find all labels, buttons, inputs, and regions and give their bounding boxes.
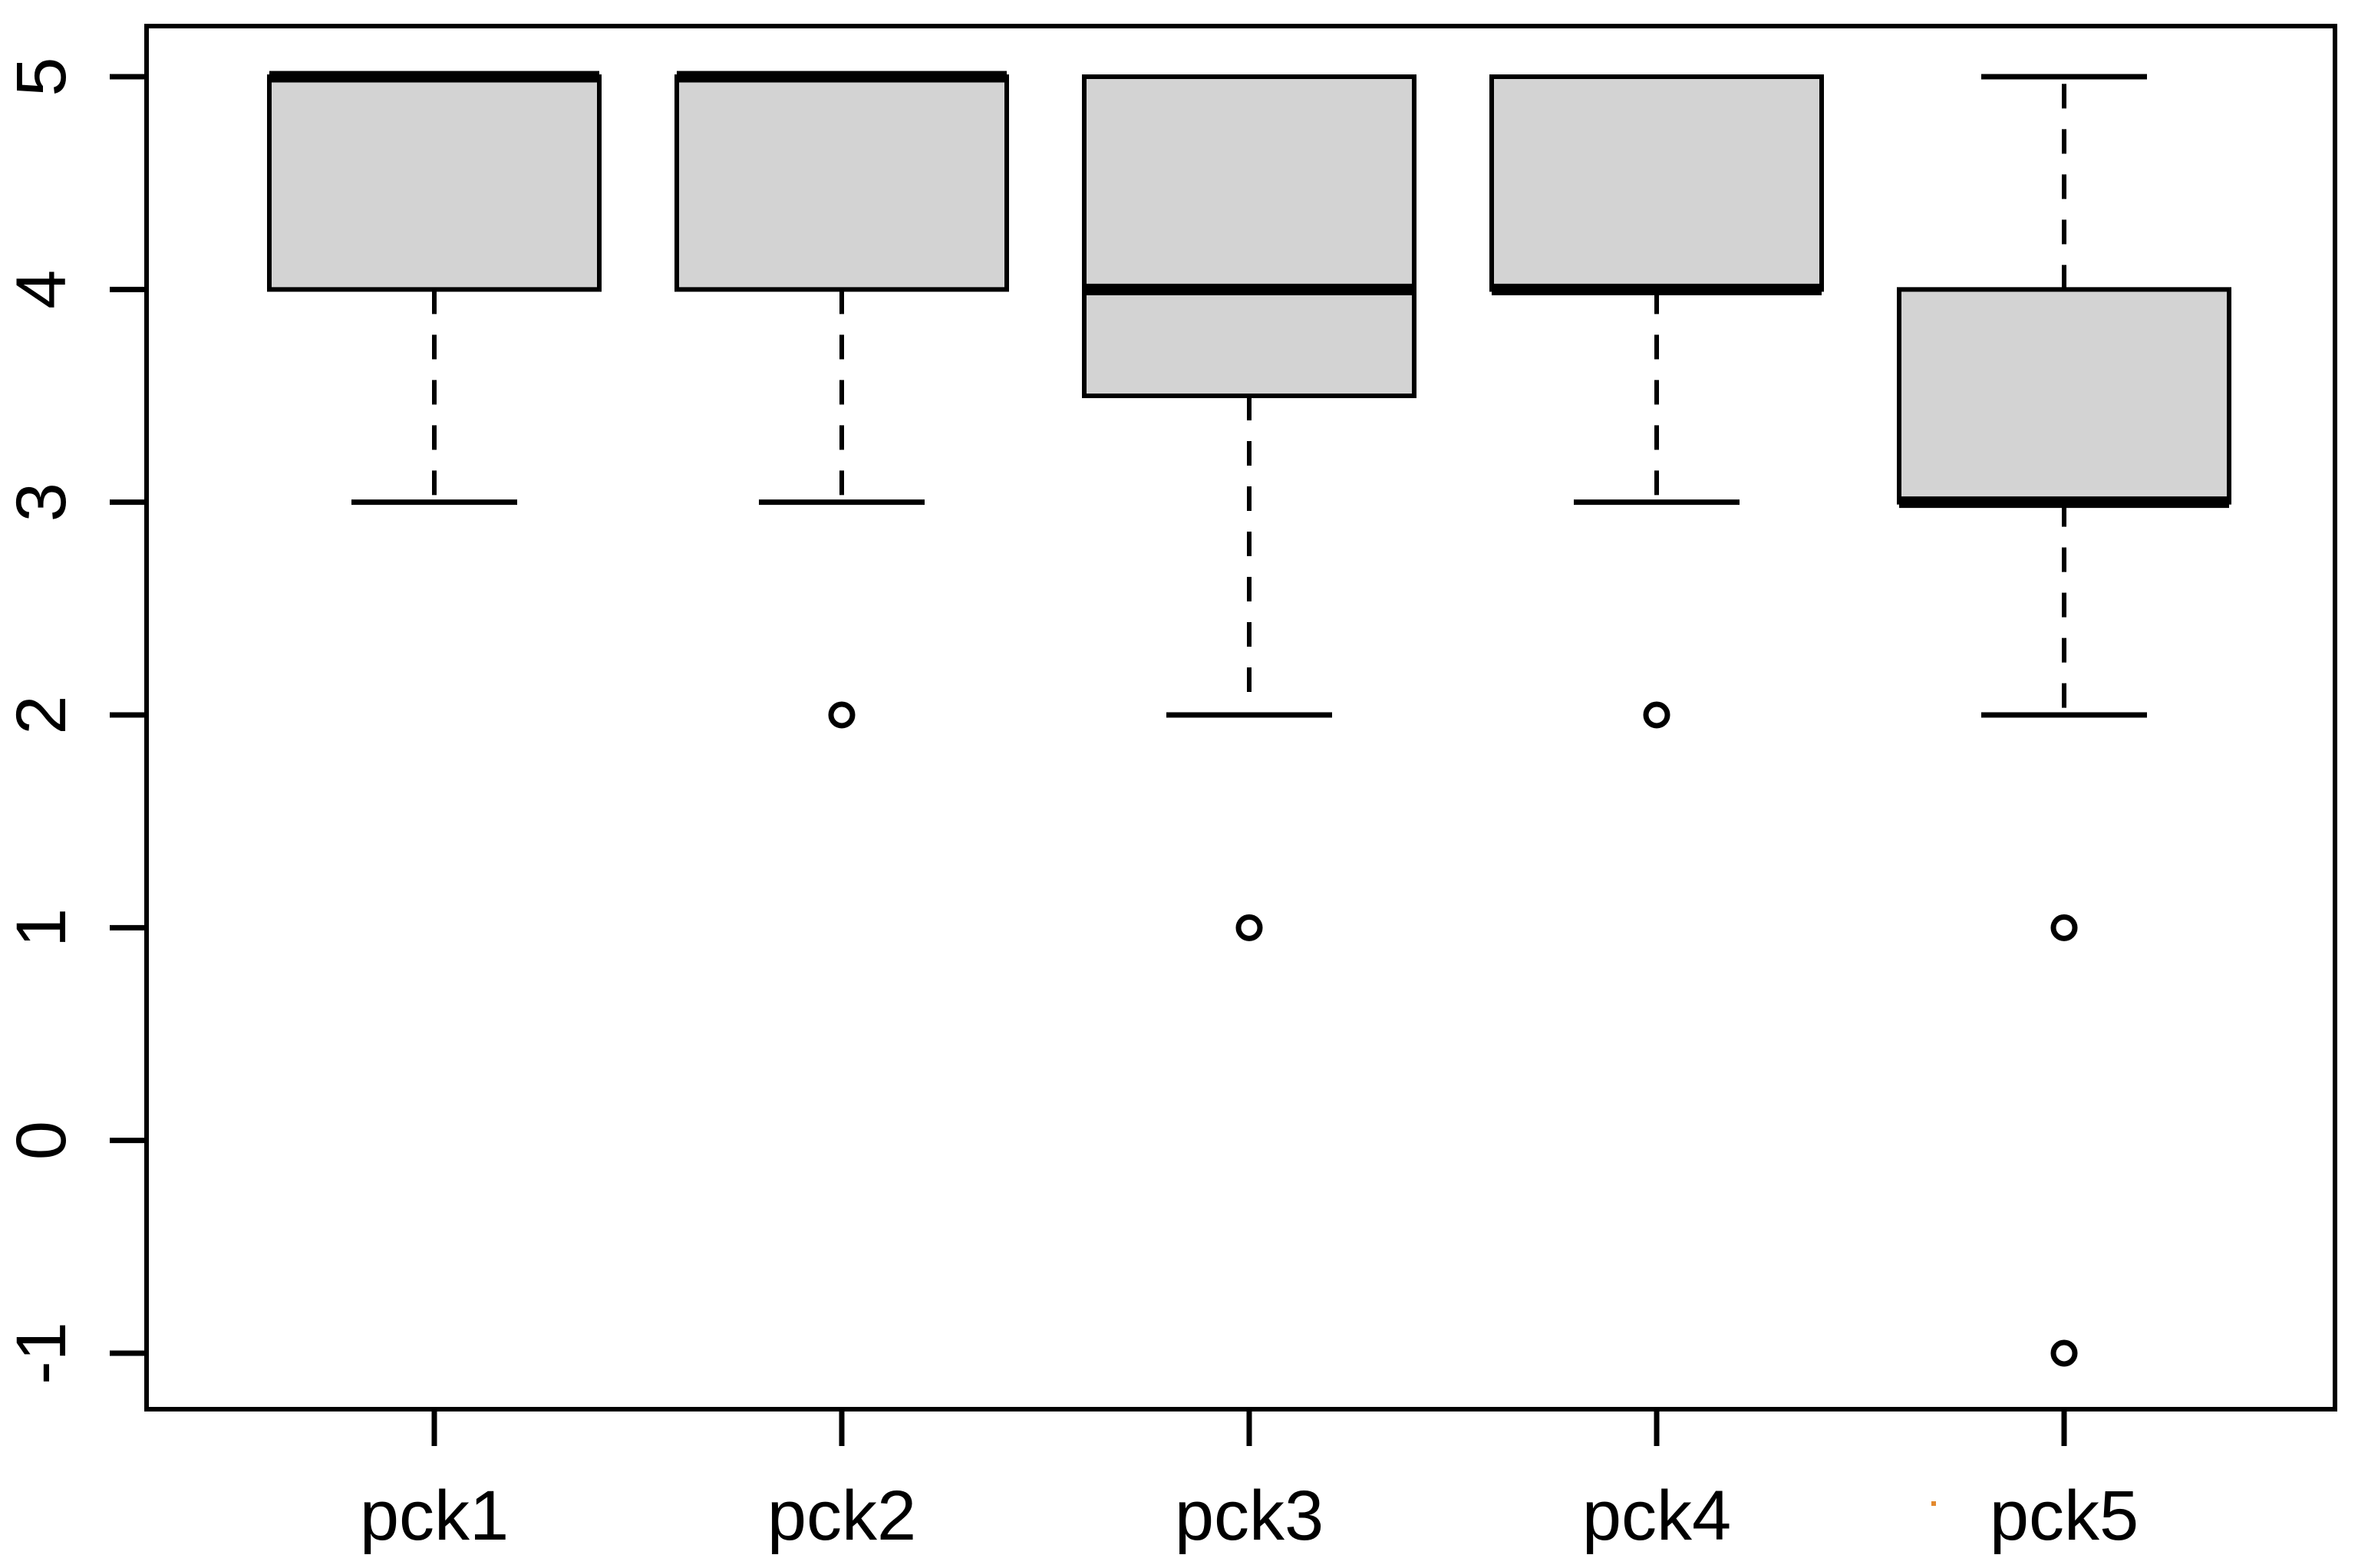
plot-border [144, 24, 2337, 1412]
x-axis-tick-label: pck5 [1990, 1477, 2139, 1555]
box-pck5 [1897, 287, 2231, 505]
y-axis-tick-label: 1 [2, 908, 81, 947]
x-axis-tick-label: pck4 [1582, 1477, 1731, 1555]
y-axis-tick-label: 2 [2, 695, 81, 734]
outlier-pck2 [828, 701, 856, 729]
box-pck2 [674, 74, 1009, 292]
box-pck4 [1489, 74, 1824, 292]
box-pck1 [267, 74, 602, 292]
x-axis-tick-label: pck1 [360, 1477, 509, 1555]
outlier-pck5 [2050, 914, 2078, 941]
x-axis-tick-label: pck2 [767, 1477, 916, 1555]
x-axis-tick-label: pck3 [1175, 1477, 1324, 1555]
outlier-pck5 [2050, 1339, 2078, 1367]
y-axis-tick-label: 0 [2, 1121, 81, 1160]
box-pck3 [1082, 74, 1416, 398]
y-axis-tick-label: 3 [2, 483, 81, 522]
y-axis-tick-label: 5 [2, 57, 81, 96]
y-axis-tick-label: -1 [2, 1322, 81, 1385]
outlier-pck4 [1643, 701, 1670, 729]
y-axis-tick-label: 4 [2, 270, 81, 309]
outlier-pck3 [1235, 914, 1263, 941]
compression-artifact-dot [1931, 1501, 1936, 1506]
